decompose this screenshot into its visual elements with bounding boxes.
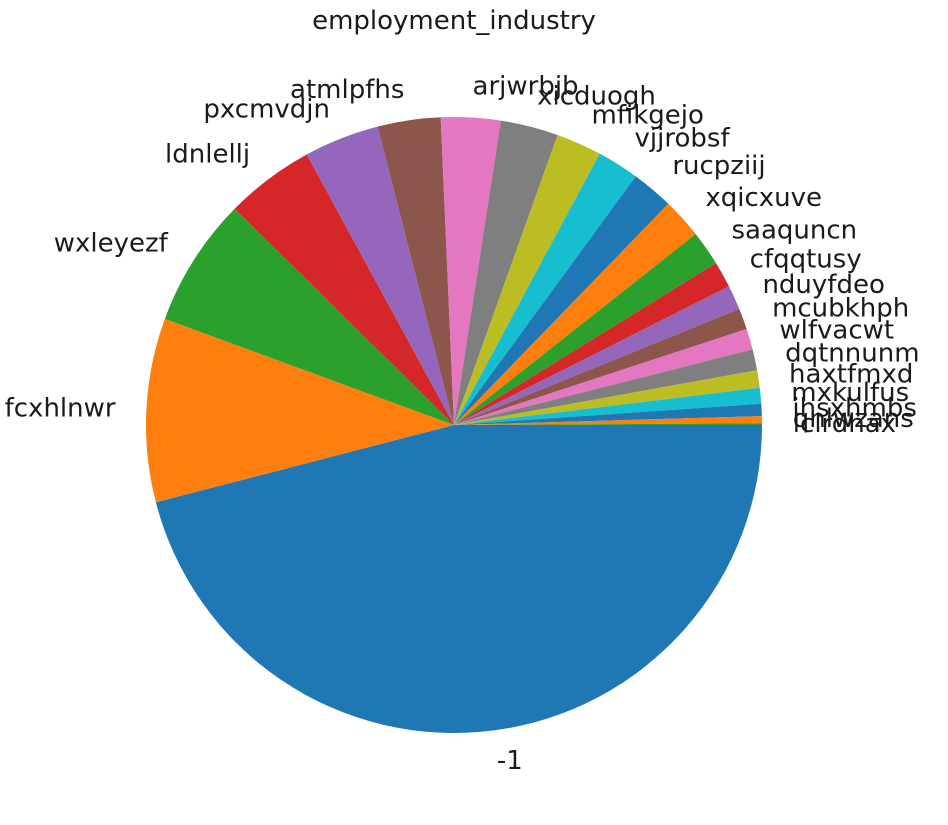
- pie-label-atmlpfhs: atmlpfhs: [290, 75, 404, 105]
- pie-slice-xicduogh: [454, 120, 558, 425]
- pie-slice-arjwrbjb: [440, 117, 501, 426]
- pie-slice-mcubkhph: [454, 308, 747, 425]
- pie-label-arjwrbjb: arjwrbjb: [473, 72, 579, 102]
- pie-label-xqicxuve: xqicxuve: [705, 183, 822, 213]
- pie-slice-cfqqtusy: [454, 263, 730, 425]
- pie-slice-ihsxhmbs: [454, 403, 762, 425]
- pie-slice-mfikgejo: [454, 134, 600, 425]
- pie-label-fcxhlnwr: fcxhlnwr: [5, 393, 116, 423]
- pie-label-lclrdhax: lclrdhax: [793, 409, 896, 439]
- pie-label-haxtfmxd: haxtfmxd: [789, 359, 913, 389]
- pie-slice-wlfvacwt: [454, 328, 753, 425]
- pie-slice-qnlwzans: [454, 416, 762, 425]
- pie-label-ihsxhmbs: ihsxhmbs: [792, 393, 917, 423]
- pie-label-ldnlellj: ldnlellj: [165, 139, 250, 169]
- pie-label-rucpziij: rucpziij: [672, 151, 765, 181]
- pie-label-dqtnnunm: dqtnnunm: [785, 338, 919, 368]
- pie-label-saaquncn: saaquncn: [731, 216, 857, 246]
- pie-slice-lclrdhax: [454, 423, 762, 425]
- pie-label-nduyfdeo: nduyfdeo: [762, 270, 884, 300]
- pie-slices: [145, 117, 763, 733]
- pie-label-cfqqtusy: cfqqtusy: [750, 245, 862, 275]
- pie-slice-wxleyezf: [164, 208, 454, 425]
- pie-slice-ldnlellj: [234, 154, 454, 425]
- pie-label-vjjrobsf: vjjrobsf: [635, 123, 731, 153]
- pie-label-1: -1: [497, 746, 523, 776]
- pie-slice-mxkulfus: [454, 387, 762, 425]
- pie-slice-atmlpfhs: [377, 117, 454, 426]
- pie-label-qnlwzans: qnlwzans: [793, 404, 914, 434]
- pie-labels: -1 fcxhlnwr wxleyezf ldnlellj pxcmvdjnatmlpf…: [5, 72, 920, 776]
- pie-slice-haxtfmxd: [454, 370, 760, 425]
- pie-slice-nduyfdeo: [454, 286, 740, 425]
- pie-slice-1: [155, 425, 763, 733]
- pie-slice-fcxhlnwr: [145, 318, 454, 503]
- pie-label-xicduogh: xicduogh: [537, 82, 656, 112]
- pie-label-mcubkhph: mcubkhph: [772, 293, 909, 323]
- pie-label-mfikgejo: mfikgejo: [592, 100, 704, 130]
- pie-slice-saaquncn: [454, 234, 717, 425]
- pie-slice-xqicxuve: [454, 203, 696, 425]
- pie-slice-rucpziij: [454, 176, 669, 425]
- pie-label-wxleyezf: wxleyezf: [54, 229, 169, 259]
- chart-title: employment_industry: [312, 6, 596, 36]
- pie-label-mxkulfus: mxkulfus: [791, 378, 909, 408]
- pie-slice-pxcmvdjn: [306, 126, 454, 425]
- pie-slice-dqtnnunm: [454, 349, 758, 425]
- pie-label-wlfvacwt: wlfvacwt: [779, 316, 894, 346]
- pie-slice-vjjrobsf: [454, 153, 636, 425]
- pie-label-pxcmvdjn: pxcmvdjn: [203, 95, 330, 125]
